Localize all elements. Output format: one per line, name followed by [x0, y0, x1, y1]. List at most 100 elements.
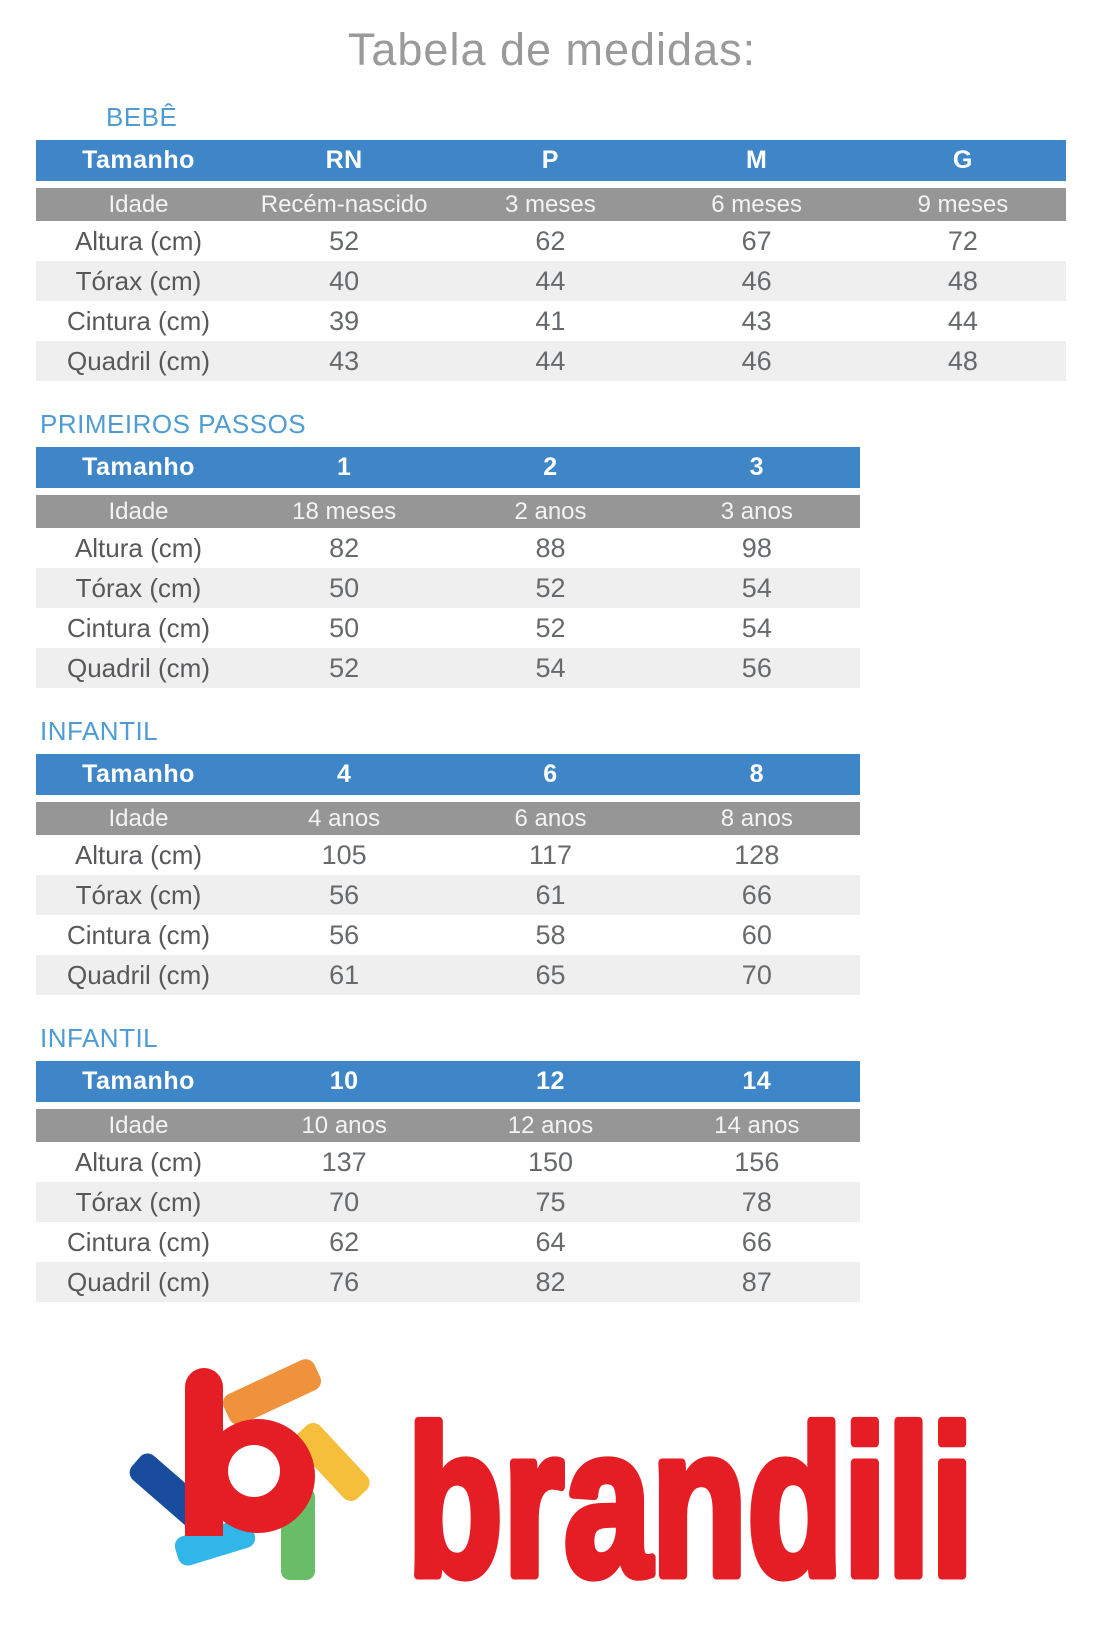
logo-b-mark — [185, 1368, 315, 1536]
cell-value: 6 — [543, 760, 558, 788]
cell-value: 9 meses — [917, 190, 1009, 218]
cell-value: 78 — [741, 1186, 772, 1217]
table-row: Altura (cm) 52 62 67 72 — [36, 221, 1066, 261]
table-age-row: Idade Recém-nascido 3 meses 6 meses 9 meses — [36, 188, 1066, 221]
cell-value: P — [541, 146, 559, 174]
cell-value: 52 — [535, 612, 566, 643]
cell-value: 56 — [741, 652, 772, 683]
cell-value: 14 anos — [714, 1111, 800, 1139]
cell-value: 40 — [329, 265, 360, 296]
cell-value: 6 anos — [514, 804, 587, 832]
cell-value: 54 — [741, 612, 772, 643]
cell-value: RN — [325, 146, 363, 174]
cell-value: 46 — [741, 345, 772, 376]
row-label: Idade — [108, 804, 169, 832]
table-row: Cintura (cm) 56 58 60 — [36, 915, 860, 955]
cell-value: 8 anos — [720, 804, 793, 832]
cell-value: 46 — [741, 265, 772, 296]
cell-value: 87 — [741, 1266, 772, 1297]
cell-value: 56 — [329, 919, 360, 950]
cell-value: 82 — [329, 532, 360, 563]
cell-value: 56 — [329, 879, 360, 910]
cell-value: 66 — [741, 1226, 772, 1257]
cell-value: 72 — [947, 225, 978, 256]
section-label-infantil-2: INFANTIL — [40, 1023, 159, 1053]
cell-value: 4 anos — [308, 804, 381, 832]
cell-value: 70 — [741, 959, 772, 990]
row-label: Cintura (cm) — [66, 612, 210, 643]
section-label-bebe: BEBÊ — [106, 102, 178, 132]
section-label-primeiros-passos: PRIMEIROS PASSOS — [40, 409, 307, 439]
brandili-logo: brandili — [129, 1359, 979, 1620]
cell-value: 18 meses — [292, 497, 397, 525]
cell-value: 156 — [734, 1146, 780, 1177]
cell-value: 43 — [741, 305, 772, 336]
cell-value: 105 — [321, 839, 367, 870]
cell-value: 44 — [535, 345, 566, 376]
cell-value: 3 — [749, 453, 765, 481]
brandili-wordmark: brandili — [407, 1383, 974, 1620]
row-label: Cintura (cm) — [66, 919, 210, 950]
table-row: Tórax (cm) 56 61 66 — [36, 875, 860, 915]
cell-value: 48 — [947, 345, 978, 376]
row-label: Idade — [108, 1111, 169, 1139]
size-table-section-primeiros-passos: PRIMEIROS PASSOS Tamanho 1 2 3 Idade 18 meses… — [36, 409, 1068, 688]
size-table-section-infantil-2: INFANTIL Tamanho 10 12 14 Idade 10 anos 12 ano… — [36, 1023, 1068, 1302]
cell-value: 54 — [741, 572, 772, 603]
size-table-primeiros-passos: Tamanho 1 2 3 Idade 18 meses 2 anos 3 anos Altur… — [36, 447, 860, 688]
row-label: Tórax (cm) — [75, 879, 202, 910]
row-label: Altura (cm) — [74, 532, 203, 563]
row-label: Quadril (cm) — [66, 345, 210, 376]
cell-value: 65 — [535, 959, 566, 990]
cell-value: 14 — [742, 1067, 772, 1095]
cell-value: 6 meses — [711, 190, 802, 218]
cell-value: 48 — [947, 265, 978, 296]
cell-value: 62 — [329, 1226, 360, 1257]
table-row: Altura (cm) 137 150 156 — [36, 1142, 860, 1182]
cell-value: 98 — [741, 532, 772, 563]
cell-value: 12 — [536, 1067, 565, 1095]
cell-value: 60 — [741, 919, 772, 950]
row-label: Tamanho — [82, 1067, 195, 1095]
row-label: Quadril (cm) — [66, 1266, 210, 1297]
cell-value: 66 — [741, 879, 772, 910]
table-row: Tórax (cm) 70 75 78 — [36, 1182, 860, 1222]
cell-value: 150 — [527, 1146, 574, 1177]
cell-value: 76 — [329, 1266, 360, 1297]
row-label: Idade — [108, 497, 169, 525]
cell-value: 58 — [535, 919, 566, 950]
table-header-row: Tamanho RN P M G — [36, 140, 1066, 181]
table-age-row: Idade 10 anos 12 anos 14 anos — [36, 1109, 860, 1142]
cell-value: 75 — [535, 1186, 566, 1217]
table-header-row: Tamanho 4 6 8 — [36, 754, 860, 795]
cell-value: 2 anos — [514, 497, 587, 525]
cell-value: 64 — [535, 1226, 566, 1257]
cell-value: 12 anos — [507, 1111, 594, 1139]
cell-value: 44 — [535, 265, 566, 296]
cell-value: 10 anos — [301, 1111, 387, 1139]
cell-value: 50 — [329, 612, 360, 643]
row-label: Quadril (cm) — [66, 652, 210, 683]
cell-value: 2 — [543, 453, 558, 481]
cell-value: 4 — [336, 760, 352, 788]
cell-value: 39 — [329, 305, 360, 336]
size-table-infantil-2: Tamanho 10 12 14 Idade 10 anos 12 anos 14 anos A… — [36, 1061, 860, 1302]
cell-value: 67 — [741, 225, 772, 256]
row-label: Tórax (cm) — [75, 265, 202, 296]
cell-value: 61 — [535, 879, 566, 910]
logo-blade-cyan — [174, 1518, 256, 1566]
cell-value: Recém-nascido — [260, 190, 428, 218]
cell-value: 88 — [535, 532, 566, 563]
logo-blade-yellow — [294, 1423, 370, 1501]
cell-value: 82 — [535, 1266, 566, 1297]
cell-value: 128 — [734, 839, 780, 870]
cell-value: 117 — [528, 839, 573, 870]
table-row: Altura (cm) 82 88 98 — [36, 528, 860, 568]
table-row: Quadril (cm) 52 54 56 — [36, 648, 860, 688]
table-age-row: Idade 18 meses 2 anos 3 anos — [36, 495, 860, 528]
cell-value: 54 — [535, 652, 566, 683]
cell-value: 52 — [535, 572, 566, 603]
cell-value: G — [952, 146, 973, 174]
row-label: Tamanho — [82, 453, 195, 481]
